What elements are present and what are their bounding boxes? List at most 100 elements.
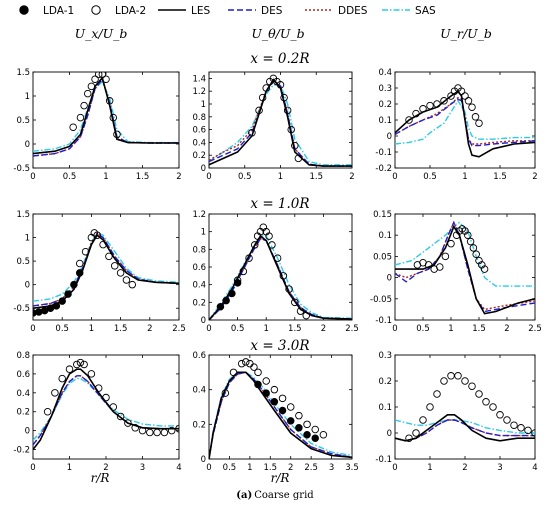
legend-item-ddes: DDES xyxy=(305,5,368,17)
point-lda-2 xyxy=(167,426,176,435)
y-tick-label: 0.1 xyxy=(378,403,392,413)
x-tick-label: 2 xyxy=(504,324,509,334)
x-tick-label: 1.5 xyxy=(288,324,302,334)
series-lda-2 xyxy=(43,358,179,437)
column-header-ur: U_r/U_b xyxy=(440,26,492,41)
point-lda-1 xyxy=(262,389,270,397)
point-lda-2 xyxy=(116,412,125,421)
line-des xyxy=(209,78,352,167)
line-des xyxy=(33,375,179,446)
legend-marker xyxy=(19,5,29,15)
y-tick-label: 0 xyxy=(201,316,206,326)
point-lda-2 xyxy=(405,434,413,442)
point-lda-2 xyxy=(124,419,132,427)
y-tick-label: 0.4 xyxy=(192,138,206,148)
x-tick-label: 1.5 xyxy=(136,172,150,182)
y-tick-label: 0 xyxy=(387,429,392,439)
point-lda-2 xyxy=(51,389,59,397)
point-lda-2 xyxy=(146,428,154,437)
legend-label: SAS xyxy=(415,5,436,17)
line-les xyxy=(33,76,179,155)
point-lda-2 xyxy=(531,429,535,437)
point-lda-2 xyxy=(255,106,263,115)
point-lda-1 xyxy=(70,280,78,289)
point-lda-2 xyxy=(268,241,276,249)
point-lda-2 xyxy=(489,403,497,411)
series-lda-2 xyxy=(233,223,310,320)
point-lda-2 xyxy=(426,403,434,411)
point-lda-2 xyxy=(153,428,161,437)
point-lda-2 xyxy=(105,252,113,261)
point-lda-2 xyxy=(254,368,262,377)
point-lda-2 xyxy=(496,411,504,419)
x-tick-label: 1 xyxy=(67,463,72,473)
y-tick-label: -0.5 xyxy=(13,164,30,174)
x-axis-label-center: r/R xyxy=(271,471,290,485)
y-tick-label: 0.1 xyxy=(378,231,392,241)
point-lda-2 xyxy=(265,232,273,240)
point-lda-2 xyxy=(468,382,476,390)
column-header-ux: U_x/U_b xyxy=(75,26,128,41)
y-tick-label: -0.2 xyxy=(13,446,30,456)
series-lda-1 xyxy=(216,279,242,311)
point-lda-2 xyxy=(239,267,248,276)
y-tick-label: 0.5 xyxy=(16,257,30,267)
legend-item-sas: SAS xyxy=(382,5,436,17)
point-lda-2 xyxy=(87,370,96,378)
point-lda-2 xyxy=(457,87,466,95)
x-tick-label: 3 xyxy=(497,463,502,473)
y-tick-label: 0.2 xyxy=(378,100,392,110)
point-lda-2 xyxy=(87,82,96,91)
x-tick-label: 0 xyxy=(206,172,211,182)
point-lda-2 xyxy=(99,240,107,249)
point-lda-2 xyxy=(419,105,427,113)
line-les xyxy=(395,224,535,315)
point-lda-2 xyxy=(311,425,319,434)
point-lda-2 xyxy=(469,244,478,252)
x-tick-label: 0 xyxy=(206,324,211,334)
point-lda-2 xyxy=(138,426,147,435)
y-tick-label: 0 xyxy=(387,132,392,142)
point-lda-2 xyxy=(454,372,462,380)
point-lda-1 xyxy=(311,434,319,442)
x-tick-label: 3.5 xyxy=(345,463,359,473)
x-tick-label: 1 xyxy=(427,463,432,473)
x-tick-label: 0.5 xyxy=(416,324,430,334)
axes-frame xyxy=(394,354,536,460)
y-tick-label: 1.4 xyxy=(192,74,206,84)
y-tick-label: 0 xyxy=(201,455,206,465)
x-tick-label: 1.5 xyxy=(114,324,128,334)
y-tick-label: 1 xyxy=(25,92,30,102)
point-lda-1 xyxy=(58,297,66,305)
line-sas xyxy=(33,231,179,302)
point-lda-2 xyxy=(245,254,253,262)
series-lda-2 xyxy=(405,372,535,442)
y-tick-label: -0.2 xyxy=(375,164,392,174)
y-tick-label: 0 xyxy=(25,140,30,150)
figure-caption: (a) Coarse grid xyxy=(236,490,314,501)
y-tick-label: 1 xyxy=(201,100,206,110)
x-tick-label: 0.5 xyxy=(238,172,252,182)
y-tick-label: 0.8 xyxy=(192,113,206,123)
x-tick-label: 0 xyxy=(206,463,211,473)
y-tick-label: 0.2 xyxy=(192,151,206,161)
panel-r2-c0: 0 1 2 3 4-0.200.20.40.60.8 xyxy=(13,351,181,473)
y-tick-label: 0.6 xyxy=(192,351,206,361)
row-label-x10: x = 1.0R xyxy=(250,196,309,212)
x-tick-label: 2.5 xyxy=(304,463,318,473)
point-lda-2 xyxy=(447,239,455,248)
line-sas xyxy=(33,377,179,441)
point-lda-2 xyxy=(270,385,279,394)
x-tick-label: 0.5 xyxy=(63,172,77,182)
x-tick-label: 1 xyxy=(263,324,268,334)
y-tick-label: 0 xyxy=(25,427,30,437)
point-lda-2 xyxy=(116,269,125,277)
x-tick-label: 1 xyxy=(103,172,108,182)
legend-item-lda-1: LDA-1 xyxy=(19,5,74,17)
x-tick-label: 0.5 xyxy=(223,463,237,473)
y-tick-label: 0.2 xyxy=(192,298,206,308)
y-tick-label: 0.6 xyxy=(192,263,206,273)
point-lda-2 xyxy=(122,276,131,284)
point-lda-2 xyxy=(109,403,118,411)
point-lda-2 xyxy=(131,424,139,432)
